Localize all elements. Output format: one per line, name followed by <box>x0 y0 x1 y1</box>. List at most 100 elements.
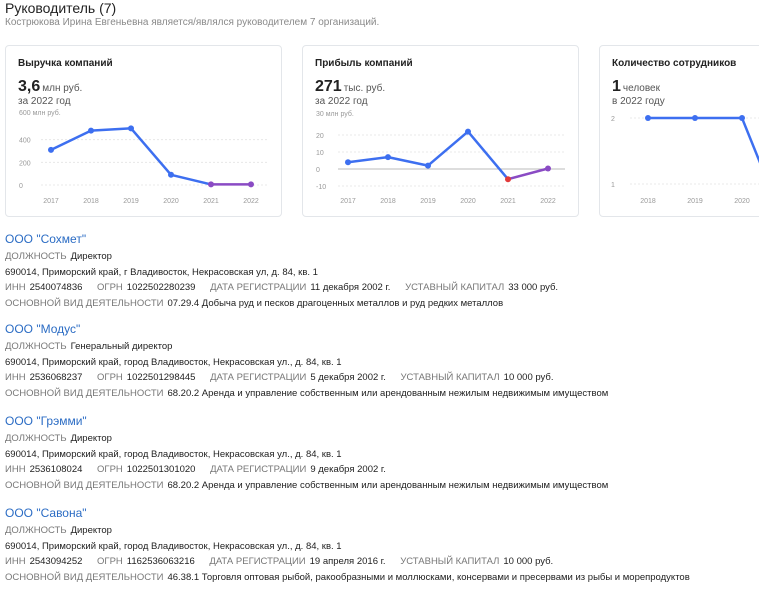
position-row: ДОЛЖНОСТЬ Директор <box>5 523 757 539</box>
x-tick-label: 2022 <box>540 198 556 205</box>
series-segment <box>169 173 213 186</box>
data-point <box>465 128 471 135</box>
reg-date-value: 5 декабря 2002 г. <box>310 372 386 383</box>
x-tick-label: 2019 <box>420 198 436 205</box>
reg-date-label: ДАТА РЕГИСТРАЦИИ <box>210 282 307 293</box>
x-tick-label: 2018 <box>640 198 656 205</box>
ogrn-label: ОГРН <box>97 282 123 293</box>
address: 690014, Приморский край, город Владивост… <box>5 540 342 552</box>
position-value: Директор <box>70 525 112 536</box>
employees-card[interactable]: Количество сотрудников 1 человек в 2022 г… <box>599 45 759 217</box>
inn-label: ИНН <box>5 556 26 567</box>
reg-date-label: ДАТА РЕГИСТРАЦИИ <box>210 372 307 383</box>
activity-row: ОСНОВНОЙ ВИД ДЕЯТЕЛЬНОСТИ 68.20.2 Аренда … <box>5 386 757 402</box>
card-title: Количество сотрудников <box>612 58 737 69</box>
position-label: ДОЛЖНОСТЬ <box>5 433 67 444</box>
series-segment <box>129 127 173 177</box>
inn-value: 2543094252 <box>29 556 83 567</box>
x-tick-label: 2019 <box>687 198 703 205</box>
ogrn-label: ОГРН <box>97 464 123 475</box>
capital-value: 10 000 руб. <box>503 372 554 383</box>
organization-link[interactable]: ООО "Модус" <box>5 322 81 336</box>
data-point <box>48 146 54 153</box>
organization-item: ООО "Грэмми" ДОЛЖНОСТЬ Директор 690014, П… <box>5 414 757 493</box>
x-tick-label: 2018 <box>380 198 396 205</box>
card-value-number: 3,6 <box>18 78 41 95</box>
position-value: Генеральный директор <box>70 341 173 352</box>
ogrn-value: 1022501298445 <box>126 372 196 383</box>
inn-value: 2536068237 <box>29 372 83 383</box>
data-point <box>345 159 351 166</box>
capital-label: УСТАВНЫЙ КАПИТАЛ <box>405 282 505 293</box>
reg-date-label: ДАТА РЕГИСТРАЦИИ <box>209 556 306 567</box>
activity-label: ОСНОВНОЙ ВИД ДЕЯТЕЛЬНОСТИ <box>5 297 164 309</box>
organization-item: ООО "Модус" ДОЛЖНОСТЬ Генеральный директо… <box>5 322 757 401</box>
data-point <box>128 125 134 132</box>
data-point <box>208 181 214 188</box>
y-tick-label: 400 <box>19 138 31 145</box>
reg-date-value: 9 декабря 2002 г. <box>310 464 386 475</box>
data-point <box>168 171 174 178</box>
x-tick-label: 2019 <box>123 198 139 205</box>
capital-value: 33 000 руб. <box>508 282 559 293</box>
organization-link[interactable]: ООО "Савона" <box>5 506 87 520</box>
x-tick-label: 2020 <box>163 198 179 205</box>
x-tick-label: 2017 <box>43 198 59 205</box>
activity-row: ОСНОВНОЙ ВИД ДЕЯТЕЛЬНОСТИ 07.29.4 Добыча … <box>5 296 757 312</box>
position-row: ДОЛЖНОСТЬ Директор <box>5 249 757 265</box>
inn-label: ИНН <box>5 464 26 475</box>
card-title: Выручка компаний <box>18 58 113 69</box>
y-tick-label: 10 <box>316 150 324 157</box>
series-segment <box>346 155 390 164</box>
revenue-card[interactable]: Выручка компаний 3,6 млн руб. за 2022 год… <box>5 45 282 217</box>
card-value-number: 271 <box>315 78 342 95</box>
revenue-chart: 600 млн руб. 400 200 0 2017 2018 2019 2020 2021 2… <box>19 109 268 205</box>
card-value: 3,6 млн руб. <box>18 78 82 96</box>
data-point <box>739 115 745 121</box>
organization-link[interactable]: ООО "Грэмми" <box>5 414 87 428</box>
reg-date-value: 11 декабря 2002 г. <box>310 282 391 293</box>
profit-chart: 30 млн руб. 20 10 0 -10 2017 2018 2019 2020 2021 2… <box>316 110 565 205</box>
inn-value: 2540074836 <box>29 282 83 293</box>
registration-row: ИНН 2543094252 ОГРН 1162536063216 ДАТА РЕГ… <box>5 554 757 570</box>
card-period: в 2022 году <box>612 96 665 107</box>
card-period: за 2022 год <box>18 96 71 107</box>
capital-value: 10 000 руб. <box>503 556 554 567</box>
position-row: ДОЛЖНОСТЬ Директор <box>5 431 757 447</box>
y-tick-label: -10 <box>316 184 326 191</box>
y-tick-label: 0 <box>316 167 320 174</box>
series-segment <box>386 155 430 167</box>
data-point <box>505 176 511 183</box>
x-tick-label: 2018 <box>83 198 99 205</box>
activity-value: 68.20.2 Аренда и управление собственным … <box>167 387 609 399</box>
employees-chart: 2 1 2018 2019 2020 <box>611 115 759 205</box>
data-point <box>425 162 431 169</box>
x-tick-label: 2020 <box>460 198 476 205</box>
activity-value: 07.29.4 Добыча руд и песков драгоценных … <box>167 297 504 309</box>
inn-value: 2536108024 <box>29 464 83 475</box>
series-segment <box>89 127 133 132</box>
series-segment <box>466 130 510 181</box>
inn-label: ИНН <box>5 372 26 383</box>
activity-value: 68.20.2 Аренда и управление собственным … <box>167 479 609 491</box>
card-value-unit: млн руб. <box>42 83 83 94</box>
card-value-number: 1 <box>612 78 621 95</box>
address: 690014, Приморский край, г Владивосток, … <box>5 266 318 278</box>
data-point <box>545 165 551 172</box>
y-axis-label: 30 млн руб. <box>316 110 354 118</box>
x-tick-label: 2017 <box>340 198 356 205</box>
capital-label: УСТАВНЫЙ КАПИТАЛ <box>400 372 500 383</box>
activity-label: ОСНОВНОЙ ВИД ДЕЯТЕЛЬНОСТИ <box>5 479 164 491</box>
page-subtitle: Кострюкова Ирина Евгеньевна является/явл… <box>5 17 380 28</box>
organization-link[interactable]: ООО "Сохмет" <box>5 232 87 246</box>
activity-label: ОСНОВНОЙ ВИД ДЕЯТЕЛЬНОСТИ <box>5 571 164 583</box>
series-segment <box>49 129 93 152</box>
address: 690014, Приморский край, город Владивост… <box>5 448 342 460</box>
ogrn-label: ОГРН <box>97 372 123 383</box>
y-axis-label: 600 млн руб. <box>19 109 61 117</box>
ogrn-label: ОГРН <box>97 556 123 567</box>
registration-row: ИНН 2536108024 ОГРН 1022501301020 ДАТА РЕГ… <box>5 462 757 478</box>
card-value: 1 человек <box>612 78 660 96</box>
series-segment <box>506 167 550 181</box>
profit-card[interactable]: Прибыль компаний 271 тыс. руб. за 2022 го… <box>302 45 579 217</box>
